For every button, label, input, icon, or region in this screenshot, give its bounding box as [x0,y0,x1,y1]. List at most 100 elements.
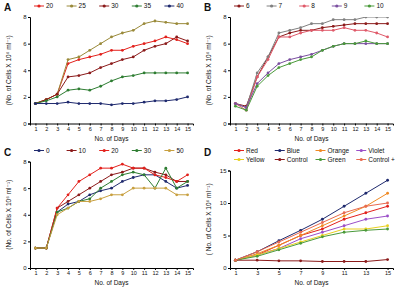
data-point [34,247,37,250]
data-point [364,192,367,195]
x-tick-label: 9 [121,270,124,276]
data-point [67,207,70,210]
data-point [110,193,113,196]
legend-entry: 50 [164,147,184,154]
y-tick: 4 [23,212,30,218]
data-point [386,192,389,195]
data-point [45,247,48,250]
data-point [288,62,291,65]
x-tick-label: 14 [174,270,180,276]
data-point [45,247,48,250]
panel-title: D [204,147,211,158]
plot-area [234,179,389,263]
data-point [143,72,146,75]
x-tick-label: 6 [289,126,292,132]
x-tick: 5 [278,268,281,276]
x-tick: 14 [174,124,180,132]
x-tick: 4 [67,268,70,276]
y-axis-title: (No. of Cells X 10⁶ ml⁻¹) [205,35,213,105]
x-tick: 14 [374,124,380,132]
panel: 12345678910111213141502468No. of Days(No… [5,159,194,287]
data-point [321,49,324,52]
y-tick-label: 2 [23,239,27,245]
data-point [354,42,357,45]
series-line [35,21,187,104]
data-point [375,42,378,45]
legend-label: 7 [279,2,283,9]
data-point [88,197,91,200]
data-point [88,56,91,59]
data-point [186,72,189,75]
data-point [299,56,302,59]
x-tick: 6 [89,268,92,276]
data-point [321,235,324,238]
legend-label: 20 [111,147,119,154]
x-tick: 3 [256,268,259,276]
data-point [164,99,167,102]
data-point [267,72,270,75]
data-point [175,180,178,183]
data-point [332,29,335,32]
data-point [299,29,302,32]
data-point [354,22,357,25]
x-tick-label: 12 [352,126,358,132]
y-axis-title: (No. of Cells X 10⁶ ml⁻¹) [5,180,13,250]
data-point [321,228,324,231]
data-point [364,40,367,43]
y-tick-label: 0 [23,121,27,127]
x-tick-label: 14 [374,126,380,132]
data-point [99,53,102,56]
data-point [56,207,59,210]
y-tick-label: 4 [223,68,227,74]
data-point [34,102,37,105]
data-point [386,22,389,25]
data-point [121,171,124,174]
data-point [234,105,237,108]
y-tick-mark [228,124,230,125]
x-tick: 7 [300,268,303,276]
x-tick-label: 5 [278,126,281,132]
data-point [67,200,70,203]
data-point [121,32,124,35]
data-point [267,58,270,61]
data-point [121,58,124,61]
x-tick-label: 13 [363,126,369,132]
data-point [56,211,59,214]
x-tick-label: 1 [34,270,37,276]
legend-label: 10 [79,147,87,154]
data-point [234,259,237,262]
data-point [121,173,124,176]
data-point [56,93,59,96]
data-point [99,187,102,190]
data-point [186,184,189,187]
y-tick: 8 [23,14,30,20]
data-point [321,49,324,52]
data-point [110,49,113,52]
y-tick-label: 15 [220,168,227,174]
x-axis-title: No. of Days [95,279,130,287]
y-tick: 0 [23,121,30,127]
data-point [45,247,48,250]
data-point [78,200,81,203]
data-point [310,53,313,56]
x-tick: 15 [185,268,191,276]
x-tick-label: 1 [234,270,237,276]
data-point [121,102,124,105]
data-point [56,213,59,216]
data-point [154,20,157,23]
data-point [143,187,146,190]
legend-label: 40 [176,2,184,9]
data-point [310,22,313,25]
y-axis-line [28,18,31,125]
series-line [35,164,187,248]
x-tick: 12 [152,124,158,132]
legend-label: Blue [287,147,300,154]
x-tick-label: 4 [67,126,70,132]
y-tick-label: 4 [23,68,27,74]
y-tick: 5 [223,233,230,239]
legend-marker [168,149,171,152]
data-point [234,259,237,262]
data-point [154,173,157,176]
data-point [45,99,48,102]
y-tick: 4 [223,68,230,74]
